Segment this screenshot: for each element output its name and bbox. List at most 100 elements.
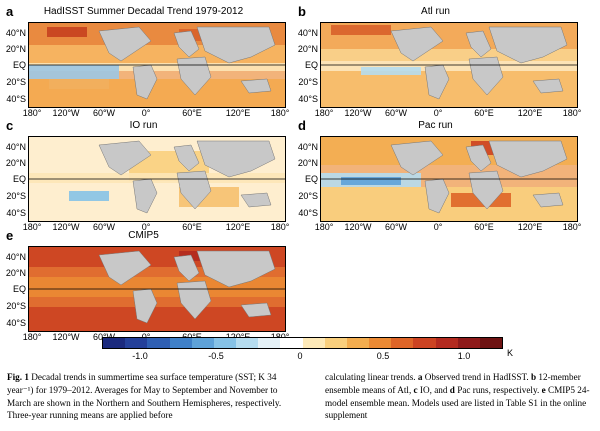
latitude-label: 20°N	[5, 44, 26, 54]
longitude-label: 60°W	[92, 108, 116, 118]
colorbar	[102, 337, 503, 349]
longitude-label: 60°E	[182, 222, 202, 232]
longitude-label: 0°	[141, 108, 151, 118]
colorbar-swatch	[413, 338, 436, 348]
longitude-label: 60°E	[474, 108, 494, 118]
map-graphic	[29, 23, 285, 107]
panel-e: e CMIP5 40°N 20°N EQ 20°S 40°S 180° 120°W 60°W 0…	[0, 228, 289, 345]
longitude-label: 120°E	[517, 222, 543, 232]
panel-letter: e	[6, 228, 14, 243]
map-graphic	[29, 137, 285, 221]
longitude-label: 120°W	[344, 222, 372, 232]
longitude-label: 180°	[314, 108, 334, 118]
caption-text-d: Pac runs, respectively.	[457, 384, 540, 395]
longitude-label: 180°	[562, 108, 582, 118]
panel-letter: d	[298, 118, 306, 133]
colorbar-swatch	[147, 338, 170, 348]
latitude-label: 40°S	[6, 208, 26, 218]
colorbar-swatch	[369, 338, 392, 348]
colorbar-tick: 0	[297, 351, 303, 361]
latitude-label: 40°N	[5, 142, 26, 152]
map-graphic	[321, 23, 577, 107]
latitude-label: 40°N	[5, 28, 26, 38]
longitude-label: 0°	[141, 222, 151, 232]
colorbar-swatch	[302, 338, 325, 348]
caption-text-e: CMIP5 24-model ensemble mean. Models use…	[325, 384, 590, 421]
latitude-label: 40°S	[6, 94, 26, 104]
sst-trend-map	[28, 22, 286, 108]
colorbar-swatch	[213, 338, 237, 348]
caption-letter-e: e	[541, 384, 546, 395]
caption-text-left: Decadal trends in summertime sea surface…	[7, 372, 282, 421]
caption-text-b: 12-member ensemble means of Atl,	[325, 372, 581, 395]
longitude-label: 120°W	[52, 108, 80, 118]
panel-d: d Pac run 40°N 20°N EQ 20°S 40°S 180° 120°W 60°…	[292, 118, 582, 235]
colorbar-swatch	[258, 338, 281, 348]
latitude-label: 40°S	[298, 94, 318, 104]
latitude-label: 20°S	[298, 191, 318, 201]
longitude-label: 120°E	[225, 108, 251, 118]
colorbar-swatch	[479, 338, 503, 348]
longitude-label: 60°W	[384, 222, 408, 232]
longitude-label: 180°	[562, 222, 582, 232]
panel-title: CMIP5	[128, 230, 159, 241]
longitude-label: 180°	[22, 222, 42, 232]
latitude-label: EQ	[304, 60, 318, 70]
longitude-label: 120°W	[52, 332, 80, 342]
sst-trend-map	[320, 22, 578, 108]
panel-title: Atl run	[421, 6, 450, 17]
caption-letter-c: c	[413, 384, 418, 395]
caption-right-column: calculating linear trends. a Observed tr…	[325, 371, 600, 422]
longitude-label: 120°W	[344, 108, 372, 118]
colorbar-swatch	[169, 338, 192, 348]
longitude-label: 180°	[22, 332, 42, 342]
map-graphic	[321, 137, 577, 221]
caption-letter-a: a	[417, 372, 423, 382]
longitude-label: 60°E	[182, 108, 202, 118]
panel-letter: b	[298, 4, 306, 19]
colorbar-swatch	[391, 338, 414, 348]
longitude-label: 0°	[433, 108, 443, 118]
sst-trend-map	[320, 136, 578, 222]
sst-trend-map	[28, 246, 286, 332]
caption-text-a: Observed trend in HadISST.	[424, 372, 529, 382]
panel-title: Pac run	[418, 120, 453, 131]
colorbar-swatch	[435, 338, 458, 348]
longitude-label: 60°W	[92, 222, 116, 232]
colorbar-tick: -0.5	[208, 351, 224, 361]
colorbar-swatch	[191, 338, 214, 348]
latitude-label: 40°S	[6, 318, 26, 328]
longitude-label: 120°E	[517, 108, 543, 118]
longitude-label: 180°	[270, 108, 290, 118]
longitude-label: 120°E	[225, 222, 251, 232]
caption-left-column: Fig. 1 Decadal trends in summertime sea …	[7, 371, 285, 422]
latitude-label: EQ	[12, 60, 26, 70]
colorbar-tick: 0.5	[376, 351, 390, 361]
colorbar-swatch	[280, 338, 303, 348]
latitude-label: 40°N	[5, 252, 26, 262]
longitude-label: 60°W	[384, 108, 408, 118]
colorbar-swatch	[103, 338, 126, 348]
longitude-label: 120°W	[52, 222, 80, 232]
caption-text-right: calculating linear trends.	[325, 372, 416, 382]
sst-trend-map	[28, 136, 286, 222]
colorbar-swatch	[236, 338, 259, 348]
colorbar-tick: -1.0	[132, 351, 148, 361]
colorbar-swatch	[346, 338, 370, 348]
latitude-label: 20°N	[297, 44, 318, 54]
latitude-label: 20°S	[6, 191, 26, 201]
panel-a: a HadISST Summer Decadal Trend 1979-2012…	[0, 4, 290, 121]
panel-title: HadISST Summer Decadal Trend 1979-2012	[43, 6, 244, 17]
latitude-label: EQ	[12, 284, 26, 294]
colorbar-tick: 1.0	[457, 351, 471, 361]
latitude-label: 20°S	[298, 77, 318, 87]
panel-letter: a	[6, 4, 14, 19]
colorbar-swatch	[324, 338, 347, 348]
caption-text-c: IO, and	[419, 384, 448, 395]
latitude-label: EQ	[12, 174, 26, 184]
longitude-label: 60°E	[474, 222, 494, 232]
latitude-label: EQ	[304, 174, 318, 184]
panel-c: c IO run 40°N 20°N EQ 20°S 40°S 180° 120°W 60°W…	[0, 118, 290, 235]
colorbar-swatch	[125, 338, 148, 348]
longitude-label: 180°	[270, 222, 290, 232]
